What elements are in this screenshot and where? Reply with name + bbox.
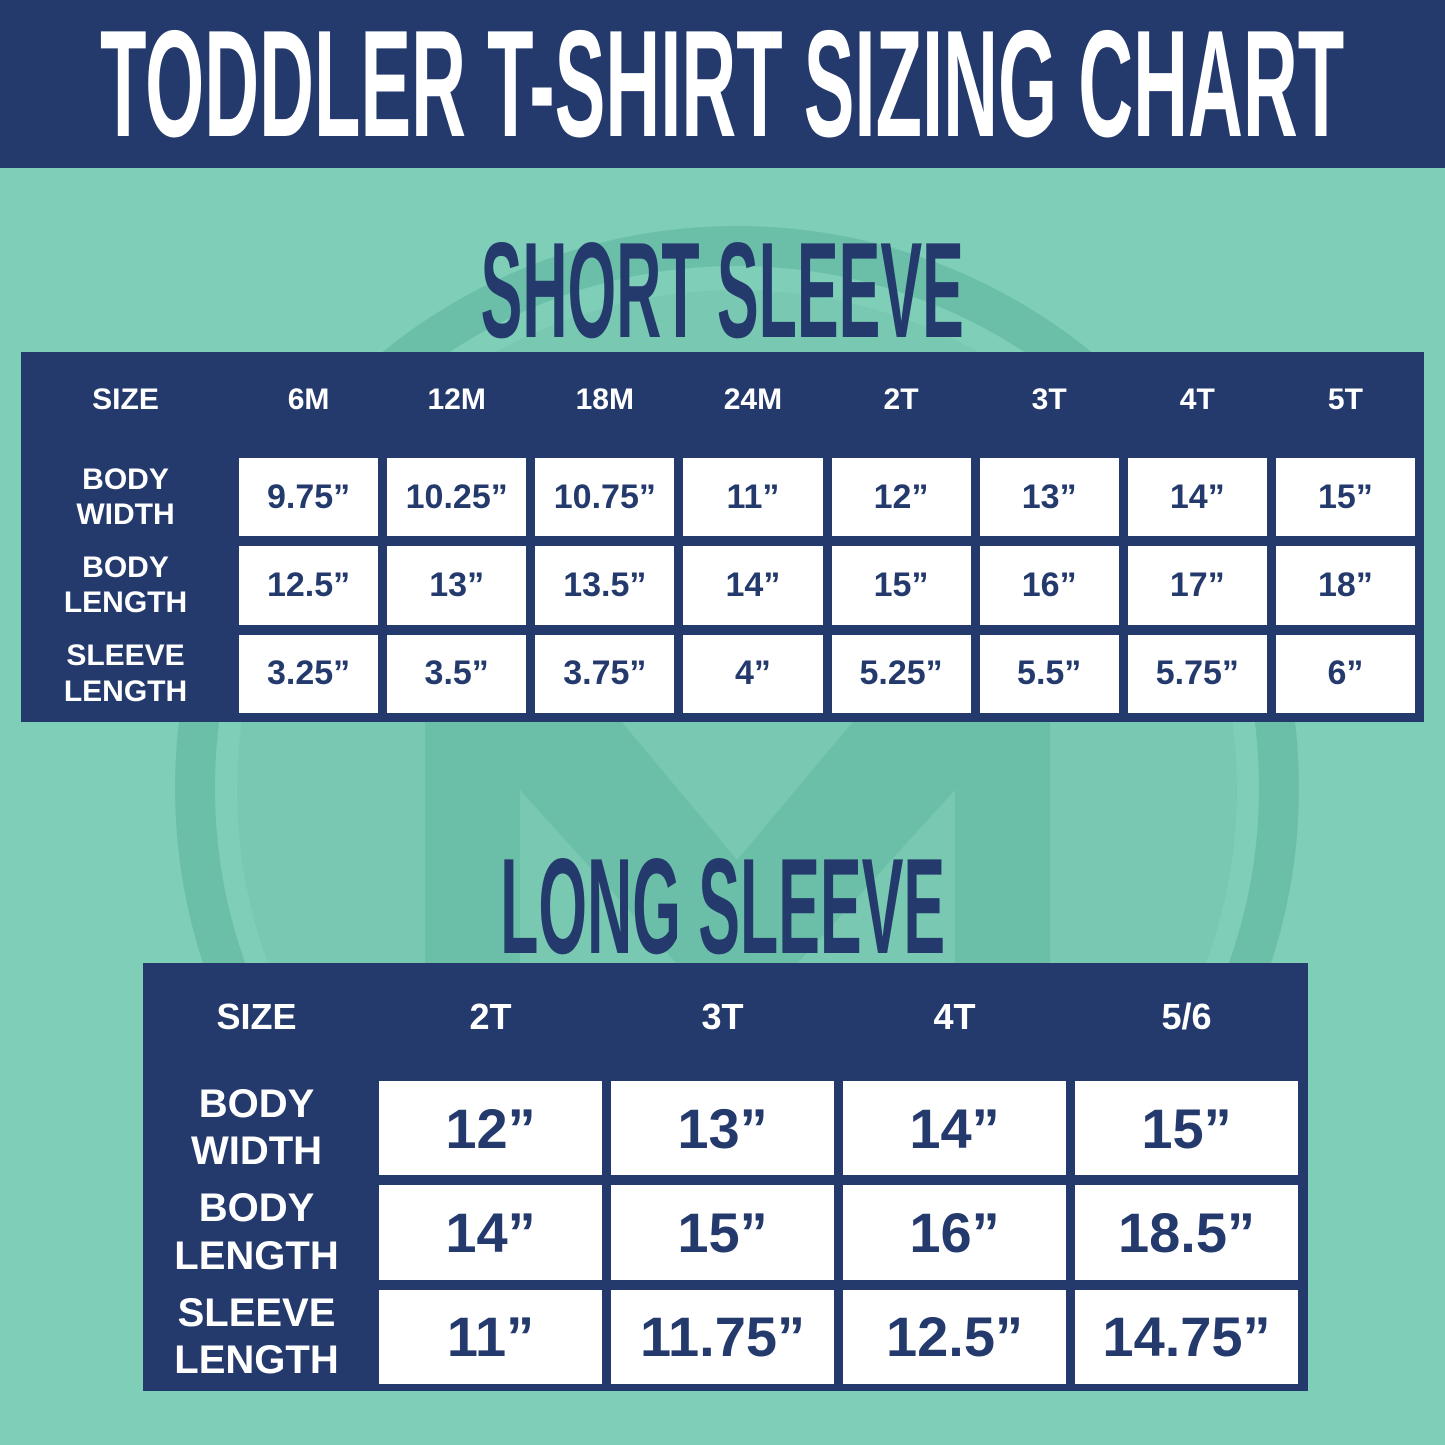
value-cell: 12” [831,458,971,537]
short-sleeve-table: SIZE 6M 12M 18M 24M 2T 3T 4T 5T BODY WID… [21,352,1424,722]
row-label: BODY LENGTH [63,551,188,620]
size-header: 3T [701,996,744,1037]
size-column-header: SIZE [92,383,159,416]
value-cell: 9.75” [239,458,379,537]
value-cell: 14.75” [1075,1289,1298,1385]
value-cell: 5.75” [1127,634,1267,713]
size-header: 5/6 [1161,996,1212,1037]
value-cell: 13” [611,1081,834,1176]
value-cell: 14” [1127,458,1267,537]
value-cell: 14” [683,546,823,625]
row-label: BODY LENGTH [174,1186,339,1278]
value-cell: 3.75” [535,634,675,713]
long-sleeve-heading: LONG SLEEVE [0,830,1445,982]
size-header: 2T [883,383,919,416]
value-cell: 12.5” [843,1289,1066,1385]
row-label: SLEEVE LENGTH [174,1290,339,1382]
long-sleeve-table: SIZE 2T 3T 4T 5/6 BODY WIDTH 12” 13” 14”… [143,963,1308,1391]
value-cell: 5.25” [831,634,971,713]
size-header: 6M [287,383,330,416]
value-cell: 15” [1075,1081,1298,1176]
value-cell: 13.5” [535,546,675,625]
watermark-monogram-m [425,600,1050,1255]
size-header: 3T [1031,383,1067,416]
row-label: BODY WIDTH [190,1082,323,1174]
value-cell: 17” [1127,546,1267,625]
value-cell: 12” [379,1081,602,1176]
value-cell: 12.5” [239,546,379,625]
row-label: BODY WIDTH [76,462,175,532]
value-cell: 11.75” [611,1289,834,1385]
value-cell: 6” [1275,634,1415,713]
value-cell: 14” [379,1185,602,1280]
value-cell: 13” [979,458,1119,537]
row-label: SLEEVE LENGTH [63,639,188,708]
short-sleeve-heading: SHORT SLEEVE [0,214,1445,366]
value-cell: 14” [843,1081,1066,1176]
value-cell: 15” [611,1185,834,1280]
value-cell: 11” [379,1289,602,1385]
value-cell: 13” [387,546,527,625]
size-header: 4T [933,996,976,1037]
value-cell: 10.75” [535,458,675,537]
value-cell: 15” [1275,458,1415,537]
size-column-header: SIZE [216,996,297,1037]
value-cell: 16” [843,1185,1066,1280]
size-header: 18M [575,383,634,416]
short-sleeve-heading-text: SHORT SLEEVE [480,214,965,366]
value-cell: 18” [1275,546,1415,625]
value-cell: 11” [683,458,823,537]
value-cell: 15” [831,546,971,625]
size-header: 5T [1327,383,1363,416]
value-cell: 3.5” [387,634,527,713]
page-title: TODDLER T-SHIRT SIZING CHART [100,0,1345,169]
title-bar: TODDLER T-SHIRT SIZING CHART [0,0,1445,168]
size-header: 12M [427,383,486,416]
value-cell: 4” [683,634,823,713]
value-cell: 10.25” [387,458,527,537]
size-header: 2T [469,996,512,1037]
long-sleeve-heading-text: LONG SLEEVE [500,830,945,982]
value-cell: 16” [979,546,1119,625]
size-header: 24M [723,383,783,416]
value-cell: 3.25” [239,634,379,713]
value-cell: 18.5” [1075,1185,1298,1280]
size-header: 4T [1179,383,1215,416]
value-cell: 5.5” [979,634,1119,713]
